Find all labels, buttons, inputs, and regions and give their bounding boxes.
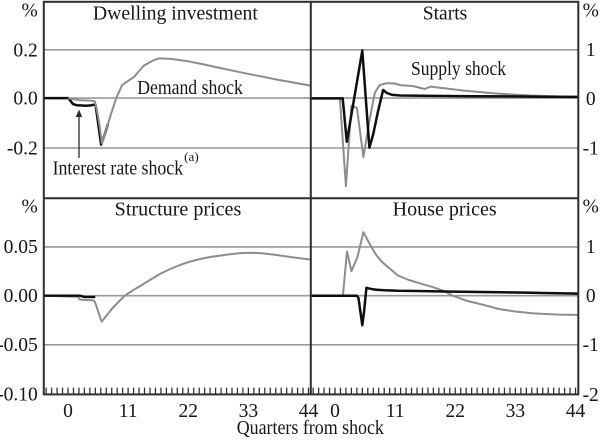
svg-text:-0.10: -0.10 (0, 385, 38, 406)
svg-text:Quarters from shock: Quarters from shock (237, 418, 384, 439)
svg-text:44: 44 (566, 401, 586, 422)
svg-text:-0.2: -0.2 (7, 139, 38, 160)
svg-text:1: 1 (586, 40, 596, 61)
svg-text:33: 33 (506, 401, 526, 422)
svg-text:0: 0 (586, 89, 596, 110)
svg-text:-0.05: -0.05 (0, 335, 38, 356)
svg-text:0: 0 (330, 401, 340, 422)
svg-text:Structure prices: Structure prices (115, 200, 242, 221)
svg-text:0.0: 0.0 (13, 89, 37, 110)
svg-text:Starts: Starts (423, 3, 468, 24)
svg-text:11: 11 (119, 401, 138, 422)
svg-text:22: 22 (446, 401, 466, 422)
svg-text:Demand shock: Demand shock (137, 78, 243, 99)
svg-text:22: 22 (179, 401, 199, 422)
svg-text:1: 1 (586, 237, 596, 258)
svg-text:%: % (583, 0, 599, 21)
svg-text:Dwelling investment: Dwelling investment (93, 3, 259, 24)
svg-text:House prices: House prices (393, 200, 497, 221)
svg-text:44: 44 (299, 401, 319, 422)
svg-text:-1: -1 (583, 335, 599, 356)
svg-text:11: 11 (386, 401, 405, 422)
svg-text:0.2: 0.2 (13, 40, 37, 61)
svg-text:0: 0 (586, 286, 596, 307)
svg-text:33: 33 (239, 401, 259, 422)
svg-text:(a): (a) (184, 149, 199, 164)
svg-text:%: % (22, 0, 38, 21)
svg-text:0: 0 (63, 401, 73, 422)
svg-text:%: % (22, 196, 38, 217)
svg-text:0.05: 0.05 (4, 237, 38, 258)
svg-text:0.00: 0.00 (4, 286, 38, 307)
svg-text:Interest rate shock: Interest rate shock (53, 159, 184, 180)
svg-text:-2: -2 (583, 385, 599, 406)
svg-text:%: % (583, 196, 599, 217)
svg-text:-1: -1 (583, 138, 599, 159)
svg-text:Supply shock: Supply shock (411, 59, 506, 80)
